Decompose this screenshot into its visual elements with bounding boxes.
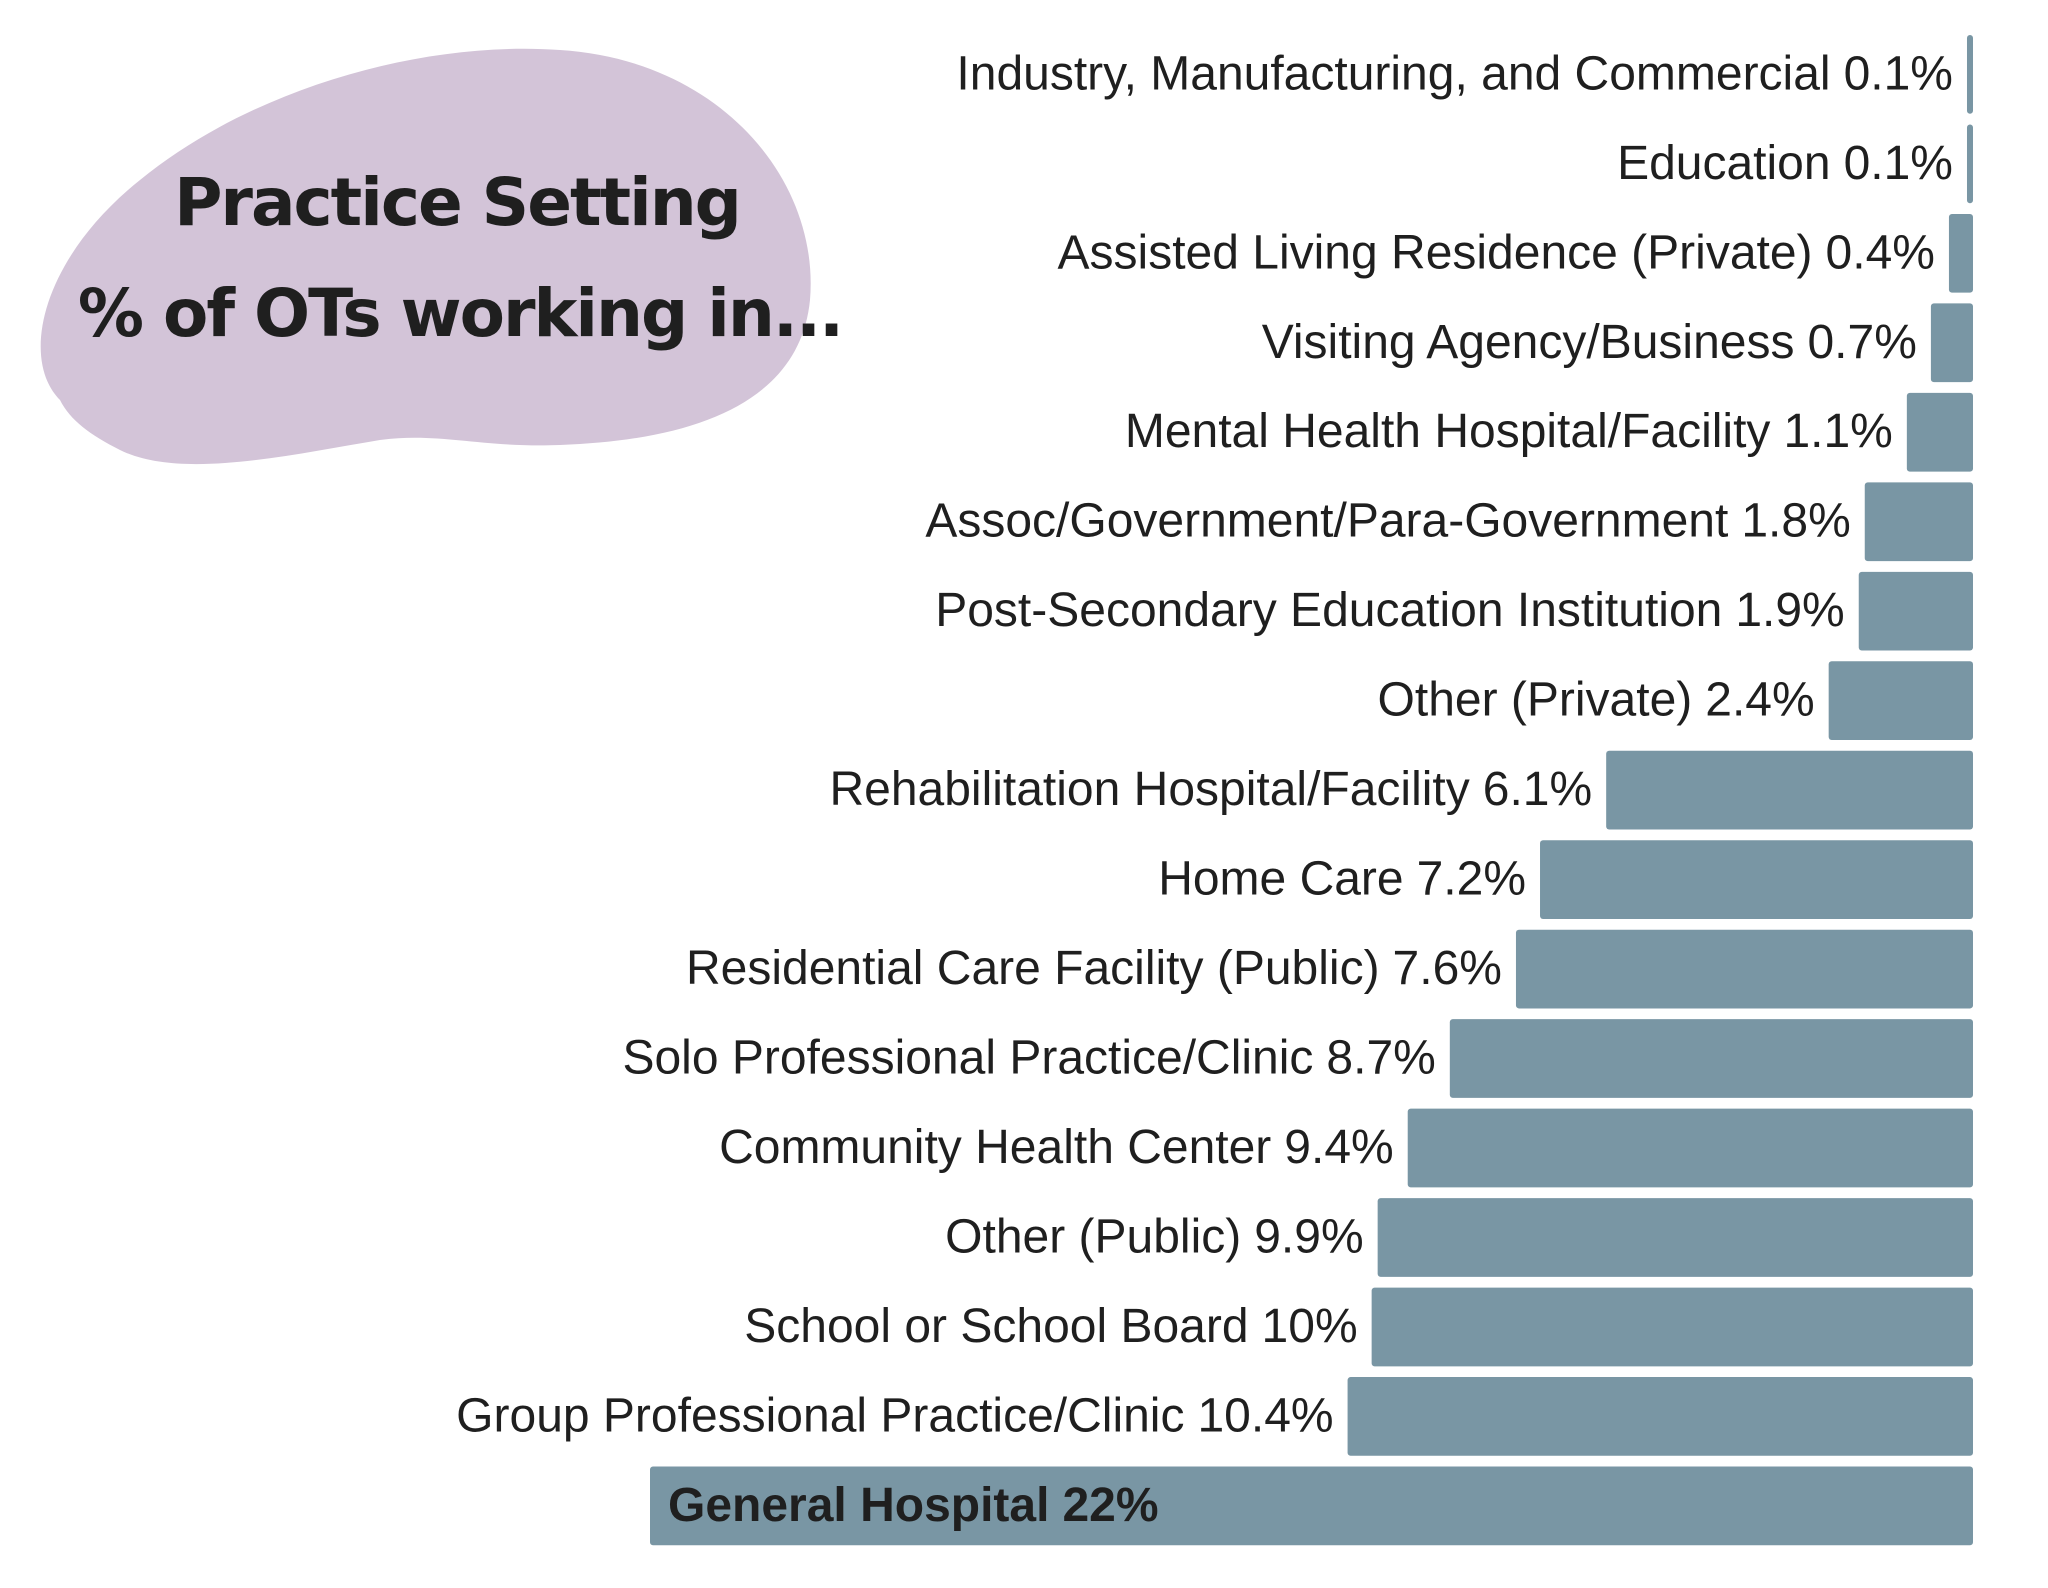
bar	[1858, 571, 1973, 651]
bar	[1864, 482, 1973, 562]
value-label: 7.6%	[1393, 942, 1502, 995]
category-label: Community Health Center	[719, 1121, 1271, 1174]
bar-label: School or School Board 10%	[744, 1300, 1357, 1353]
value-label: 2.4%	[1705, 673, 1814, 726]
value-label: 8.7%	[1326, 1031, 1435, 1084]
value-label: 10%	[1262, 1300, 1358, 1353]
bar	[1930, 303, 1973, 383]
bar-label: Group Professional Practice/Clinic 10.4%	[456, 1389, 1333, 1442]
category-label: Assoc/Government/Para-Government	[925, 494, 1728, 547]
bar-label: Visiting Agency/Business 0.7%	[1262, 315, 1917, 368]
bar	[1966, 124, 1973, 204]
category-label: Other (Private)	[1378, 673, 1693, 726]
category-label: Visiting Agency/Business	[1262, 315, 1795, 368]
category-label: Rehabilitation Hospital/Facility	[829, 763, 1469, 816]
title-blob	[40, 48, 811, 465]
bar-label: Assisted Living Residence (Private) 0.4%	[1058, 226, 1935, 279]
value-label: 9.4%	[1284, 1121, 1393, 1174]
value-label: 1.1%	[1783, 405, 1892, 458]
category-label: Mental Health Hospital/Facility	[1125, 405, 1771, 458]
value-label: 0.1%	[1844, 137, 1953, 190]
bar	[650, 1466, 1973, 1546]
bar-label: General Hospital 22%	[668, 1479, 1159, 1532]
category-label: Group Professional Practice/Clinic	[456, 1389, 1184, 1442]
bar-label: Industry, Manufacturing, and Commercial 0…	[956, 47, 1953, 100]
category-label: Solo Professional Practice/Clinic	[622, 1031, 1313, 1084]
category-label: General Hospital	[668, 1479, 1049, 1532]
value-label: 0.4%	[1826, 226, 1935, 279]
category-label: Industry, Manufacturing, and Commercial	[956, 47, 1830, 100]
category-label: Assisted Living Residence (Private)	[1058, 226, 1813, 279]
bar-label: Assoc/Government/Para-Government 1.8%	[925, 494, 1850, 547]
bar	[1515, 929, 1973, 1009]
value-label: 6.1%	[1483, 763, 1592, 816]
bar-label: Mental Health Hospital/Facility 1.1%	[1125, 405, 1893, 458]
bar	[1449, 1019, 1973, 1098]
category-label: Education	[1617, 137, 1831, 190]
bar-label: Education 0.1%	[1617, 137, 1953, 190]
category-label: Other (Public)	[945, 1210, 1241, 1263]
value-label: 0.7%	[1807, 315, 1916, 368]
bar	[1828, 661, 1973, 741]
bar	[1906, 392, 1973, 472]
bar-label: Home Care 7.2%	[1158, 852, 1526, 905]
bar	[1371, 1287, 1973, 1367]
bar-label: Residential Care Facility (Public) 7.6%	[686, 942, 1502, 995]
value-label: 1.9%	[1735, 584, 1844, 637]
bar	[1540, 840, 1973, 919]
bar	[1948, 213, 1973, 293]
category-label: Residential Care Facility (Public)	[686, 942, 1380, 995]
value-label: 10.4%	[1197, 1389, 1333, 1442]
bar	[1407, 1108, 1973, 1188]
value-label: 9.9%	[1254, 1210, 1363, 1263]
bar	[1377, 1198, 1973, 1277]
bar-label: Community Health Center 9.4%	[719, 1121, 1394, 1174]
bar	[1606, 750, 1973, 830]
bar-label: Other (Public) 9.9%	[945, 1210, 1364, 1263]
bar-label: Other (Private) 2.4%	[1378, 673, 1815, 726]
chart-subtitle: % of OTs working in...	[78, 275, 842, 352]
category-label: Post-Secondary Education Institution	[935, 584, 1722, 637]
bar-label: Rehabilitation Hospital/Facility 6.1%	[829, 763, 1592, 816]
chart-title: Practice Setting	[174, 164, 740, 241]
category-label: School or School Board	[744, 1300, 1248, 1353]
bar-label: Solo Professional Practice/Clinic 8.7%	[622, 1031, 1435, 1084]
bar-label: Post-Secondary Education Institution 1.9%	[935, 584, 1845, 637]
value-label: 0.1%	[1844, 47, 1953, 100]
value-label: 7.2%	[1417, 852, 1526, 905]
value-label: 1.8%	[1741, 494, 1850, 547]
bar	[1966, 35, 1973, 114]
bar	[1347, 1377, 1973, 1456]
value-label: 22%	[1062, 1479, 1158, 1532]
category-label: Home Care	[1158, 852, 1403, 905]
